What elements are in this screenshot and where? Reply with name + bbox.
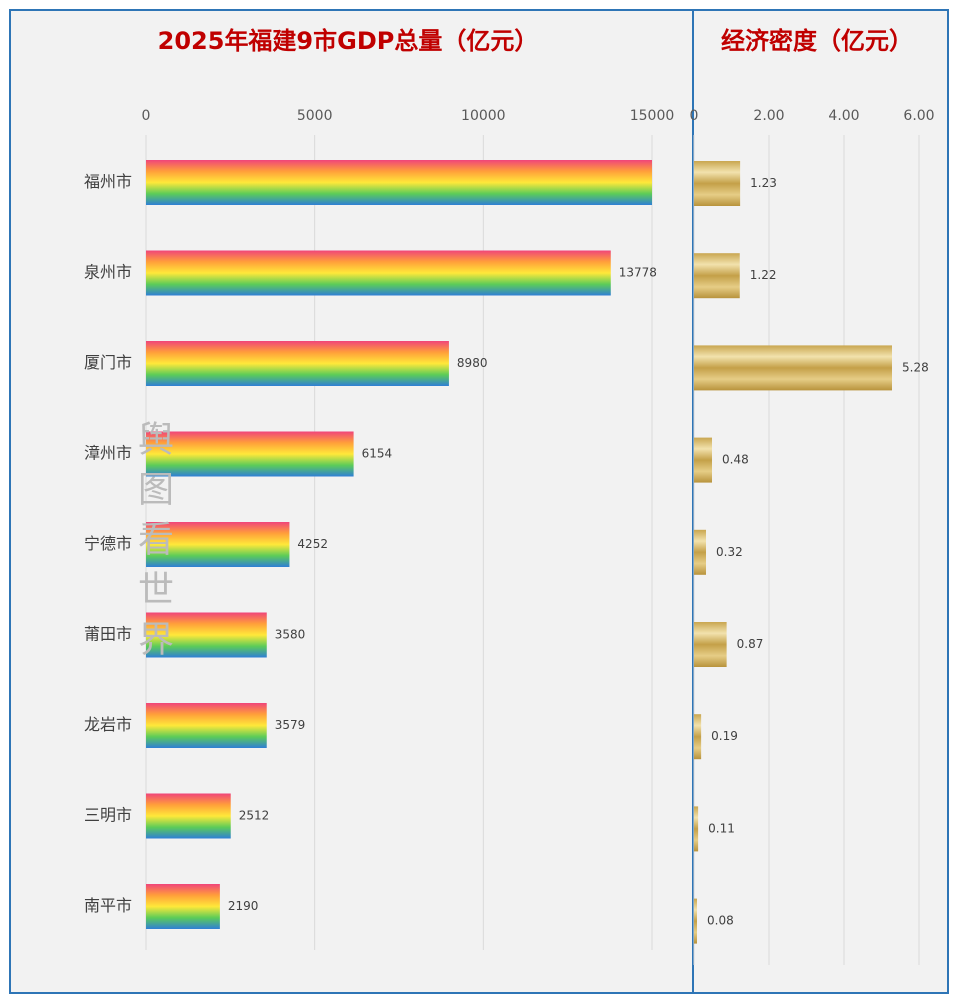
bar bbox=[694, 806, 699, 852]
bar bbox=[146, 884, 220, 929]
data-label: 2190 bbox=[228, 899, 259, 913]
x-tick-label: 0 bbox=[142, 108, 151, 124]
data-label: 6154 bbox=[362, 447, 393, 461]
data-label: 0.08 bbox=[707, 914, 734, 928]
data-label: 2512 bbox=[239, 809, 270, 823]
bar bbox=[146, 160, 652, 205]
chart-title: 2025年福建9市GDP总量（亿元） bbox=[158, 27, 539, 55]
data-label: 1.22 bbox=[750, 268, 777, 282]
data-label: 0.32 bbox=[716, 545, 743, 559]
y-tick-label: 南平市 bbox=[84, 896, 132, 915]
bar bbox=[146, 793, 231, 839]
x-tick-label: 4.00 bbox=[828, 108, 859, 124]
bar bbox=[694, 529, 706, 575]
bar bbox=[694, 161, 741, 206]
y-tick-label: 漳州市 bbox=[84, 444, 132, 463]
x-tick-label: 5000 bbox=[297, 108, 333, 124]
data-label: 0.19 bbox=[711, 729, 738, 743]
data-label: 0.87 bbox=[737, 637, 764, 651]
data-label: 0.48 bbox=[722, 453, 749, 467]
y-tick-label: 厦门市 bbox=[84, 353, 132, 372]
watermark: 舆图看世界 bbox=[132, 420, 173, 670]
data-label: 5.28 bbox=[902, 360, 929, 374]
data-label: 1.23 bbox=[750, 176, 777, 190]
data-label: 0.11 bbox=[708, 821, 735, 835]
y-tick-label: 泉州市 bbox=[84, 263, 132, 282]
bar bbox=[694, 898, 697, 944]
data-label: 3579 bbox=[275, 718, 306, 732]
x-tick-label: 15000 bbox=[630, 108, 675, 124]
y-tick-label: 三明市 bbox=[84, 806, 132, 825]
bar bbox=[694, 253, 740, 299]
x-tick-label: 10000 bbox=[461, 108, 506, 124]
bar bbox=[694, 714, 702, 760]
bar bbox=[146, 250, 611, 296]
bar bbox=[146, 522, 290, 567]
data-label: 13778 bbox=[619, 266, 657, 280]
bar bbox=[694, 345, 892, 391]
y-tick-label: 龙岩市 bbox=[84, 715, 132, 734]
data-label: 8980 bbox=[457, 356, 488, 370]
data-label: 3580 bbox=[275, 628, 306, 642]
data-label: 4252 bbox=[297, 537, 328, 551]
y-tick-label: 宁德市 bbox=[84, 534, 132, 553]
chart-title: 经济密度（亿元） bbox=[721, 27, 913, 55]
bar bbox=[146, 612, 267, 658]
y-tick-label: 福州市 bbox=[84, 172, 132, 191]
x-tick-label: 2.00 bbox=[753, 108, 784, 124]
bar bbox=[694, 622, 727, 667]
y-tick-label: 莆田市 bbox=[84, 625, 132, 644]
bar bbox=[146, 431, 354, 477]
bar bbox=[146, 703, 267, 748]
bar bbox=[146, 341, 449, 386]
x-tick-label: 6.00 bbox=[903, 108, 934, 124]
x-tick-label: 0 bbox=[690, 108, 699, 124]
bar bbox=[694, 437, 712, 483]
